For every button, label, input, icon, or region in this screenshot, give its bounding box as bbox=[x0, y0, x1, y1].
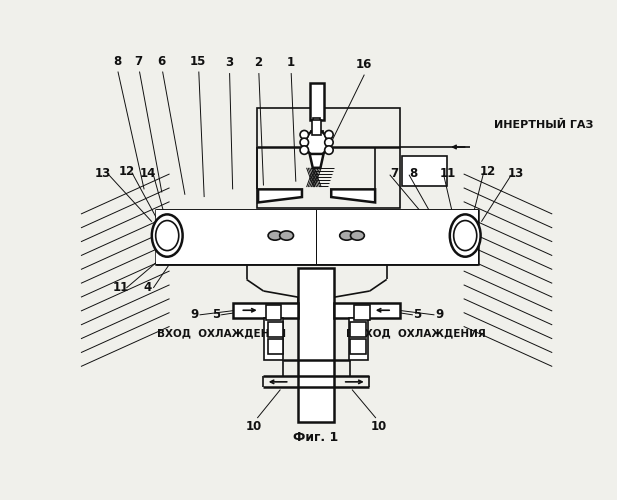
Text: 14: 14 bbox=[140, 168, 156, 180]
Bar bbox=[334, 302, 400, 318]
Bar bbox=[313, 118, 320, 124]
Text: 16: 16 bbox=[355, 58, 372, 71]
Text: 12: 12 bbox=[118, 165, 135, 178]
Text: 3: 3 bbox=[225, 56, 233, 69]
Bar bbox=[317, 210, 478, 264]
Ellipse shape bbox=[306, 130, 328, 156]
Text: 6: 6 bbox=[158, 54, 166, 68]
Text: 7: 7 bbox=[391, 168, 399, 180]
Ellipse shape bbox=[268, 231, 282, 240]
Bar bbox=[233, 302, 298, 318]
Text: ВХОД  ОХЛАЖДЕНИЯ: ВХОД ОХЛАЖДЕНИЯ bbox=[157, 328, 286, 338]
Bar bbox=[266, 305, 281, 320]
Circle shape bbox=[300, 138, 308, 146]
Text: 4: 4 bbox=[144, 280, 152, 293]
Ellipse shape bbox=[152, 214, 183, 256]
Ellipse shape bbox=[280, 231, 294, 240]
Text: 9: 9 bbox=[190, 308, 198, 320]
Text: 5: 5 bbox=[413, 308, 421, 320]
Circle shape bbox=[325, 130, 333, 139]
Bar bbox=[402, 156, 447, 186]
Text: 11: 11 bbox=[113, 280, 129, 293]
Text: 1: 1 bbox=[286, 56, 294, 69]
Text: 15: 15 bbox=[190, 54, 206, 68]
Text: Фиг. 1: Фиг. 1 bbox=[293, 431, 339, 444]
Text: 9: 9 bbox=[435, 308, 443, 320]
Bar bbox=[155, 210, 316, 264]
Ellipse shape bbox=[340, 231, 354, 240]
Text: 8: 8 bbox=[410, 168, 418, 180]
Text: 2: 2 bbox=[254, 56, 262, 69]
Text: 11: 11 bbox=[440, 168, 457, 180]
Bar bbox=[354, 305, 370, 320]
Bar bbox=[298, 268, 334, 422]
Ellipse shape bbox=[450, 214, 481, 256]
Text: ИНЕРТНЫЙ ГАЗ: ИНЕРТНЫЙ ГАЗ bbox=[494, 120, 594, 130]
Circle shape bbox=[300, 130, 308, 139]
Bar bbox=[310, 83, 323, 120]
Bar bbox=[349, 318, 368, 360]
Text: 5: 5 bbox=[212, 308, 220, 320]
Text: 10: 10 bbox=[371, 420, 387, 434]
Text: 8: 8 bbox=[113, 54, 122, 68]
Text: 13: 13 bbox=[95, 168, 112, 180]
Polygon shape bbox=[258, 190, 302, 202]
Bar bbox=[264, 318, 283, 360]
Circle shape bbox=[300, 146, 308, 154]
Bar bbox=[257, 108, 400, 208]
Bar bbox=[317, 210, 478, 264]
Ellipse shape bbox=[350, 231, 364, 240]
Text: 12: 12 bbox=[480, 165, 497, 178]
Bar bbox=[268, 322, 283, 337]
Circle shape bbox=[325, 146, 333, 154]
Polygon shape bbox=[331, 190, 375, 202]
Bar bbox=[350, 322, 366, 337]
Circle shape bbox=[325, 138, 333, 146]
Text: 10: 10 bbox=[246, 420, 262, 434]
Bar bbox=[350, 338, 366, 354]
Text: 7: 7 bbox=[135, 54, 143, 68]
Text: 13: 13 bbox=[508, 168, 524, 180]
Text: ВЫХОД  ОХЛАЖДЕНИЯ: ВЫХОД ОХЛАЖДЕНИЯ bbox=[346, 328, 486, 338]
Bar bbox=[268, 338, 283, 354]
Bar bbox=[155, 210, 316, 264]
Polygon shape bbox=[310, 154, 323, 168]
Bar bbox=[312, 120, 321, 136]
